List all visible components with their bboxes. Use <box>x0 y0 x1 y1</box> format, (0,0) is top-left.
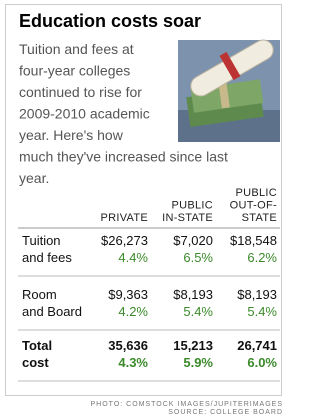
row-label: Tuition <box>22 233 61 248</box>
column-header: PRIVATE <box>100 212 148 224</box>
column-header: OUT-OF- <box>230 200 277 212</box>
percent-change: 4.3% <box>118 355 148 370</box>
column-header: PUBLIC <box>235 187 277 199</box>
amount: 35,636 <box>108 338 148 353</box>
percent-change: 6.2% <box>247 250 277 265</box>
percent-change: 5.4% <box>183 304 213 319</box>
amount: $7,020 <box>173 233 213 248</box>
amount: 15,213 <box>173 338 213 353</box>
intro-line: 2009-2010 academic <box>19 106 150 122</box>
intro-line: year. <box>19 170 49 186</box>
percent-change: 5.4% <box>247 304 277 319</box>
column-header: IN-STATE <box>162 212 213 224</box>
credits: PHOTO: COMSTOCK IMAGES/JUPITERIMAGESSOUR… <box>91 401 284 416</box>
percent-change: 4.4% <box>118 250 148 265</box>
amount: 26,741 <box>237 338 277 353</box>
intro-line: continued to rise for <box>19 84 142 100</box>
amount: $18,548 <box>230 233 277 248</box>
intro-line: much they've increased since last <box>19 149 228 165</box>
amount: $8,193 <box>237 287 277 302</box>
percent-change: 4.2% <box>118 304 148 319</box>
row-label: and fees <box>22 250 72 265</box>
intro-line: Tuition and fees at <box>19 41 134 57</box>
row-label: cost <box>22 355 49 370</box>
row-label: Room <box>22 287 57 302</box>
intro-line: year. Here's how <box>19 127 124 143</box>
column-header: STATE <box>242 212 277 224</box>
row-label: and Board <box>22 304 82 319</box>
credit: PHOTO: COMSTOCK IMAGES/JUPITERIMAGES <box>91 401 284 408</box>
amount: $8,193 <box>173 287 213 302</box>
percent-change: 6.0% <box>247 355 277 370</box>
infographic: Education costs soar Tuition and fees at… <box>0 0 287 418</box>
photo <box>178 36 280 142</box>
percent-change: 5.9% <box>183 355 213 370</box>
amount: $9,363 <box>108 287 148 302</box>
column-header: PUBLIC <box>171 200 213 212</box>
credit: SOURCE: COLLEGE BOARD <box>168 409 283 416</box>
title: Education costs soar <box>19 11 201 31</box>
amount: $26,273 <box>101 233 148 248</box>
row-label: Total <box>22 338 52 353</box>
intro-line: four-year colleges <box>19 63 130 79</box>
percent-change: 6.5% <box>183 250 213 265</box>
